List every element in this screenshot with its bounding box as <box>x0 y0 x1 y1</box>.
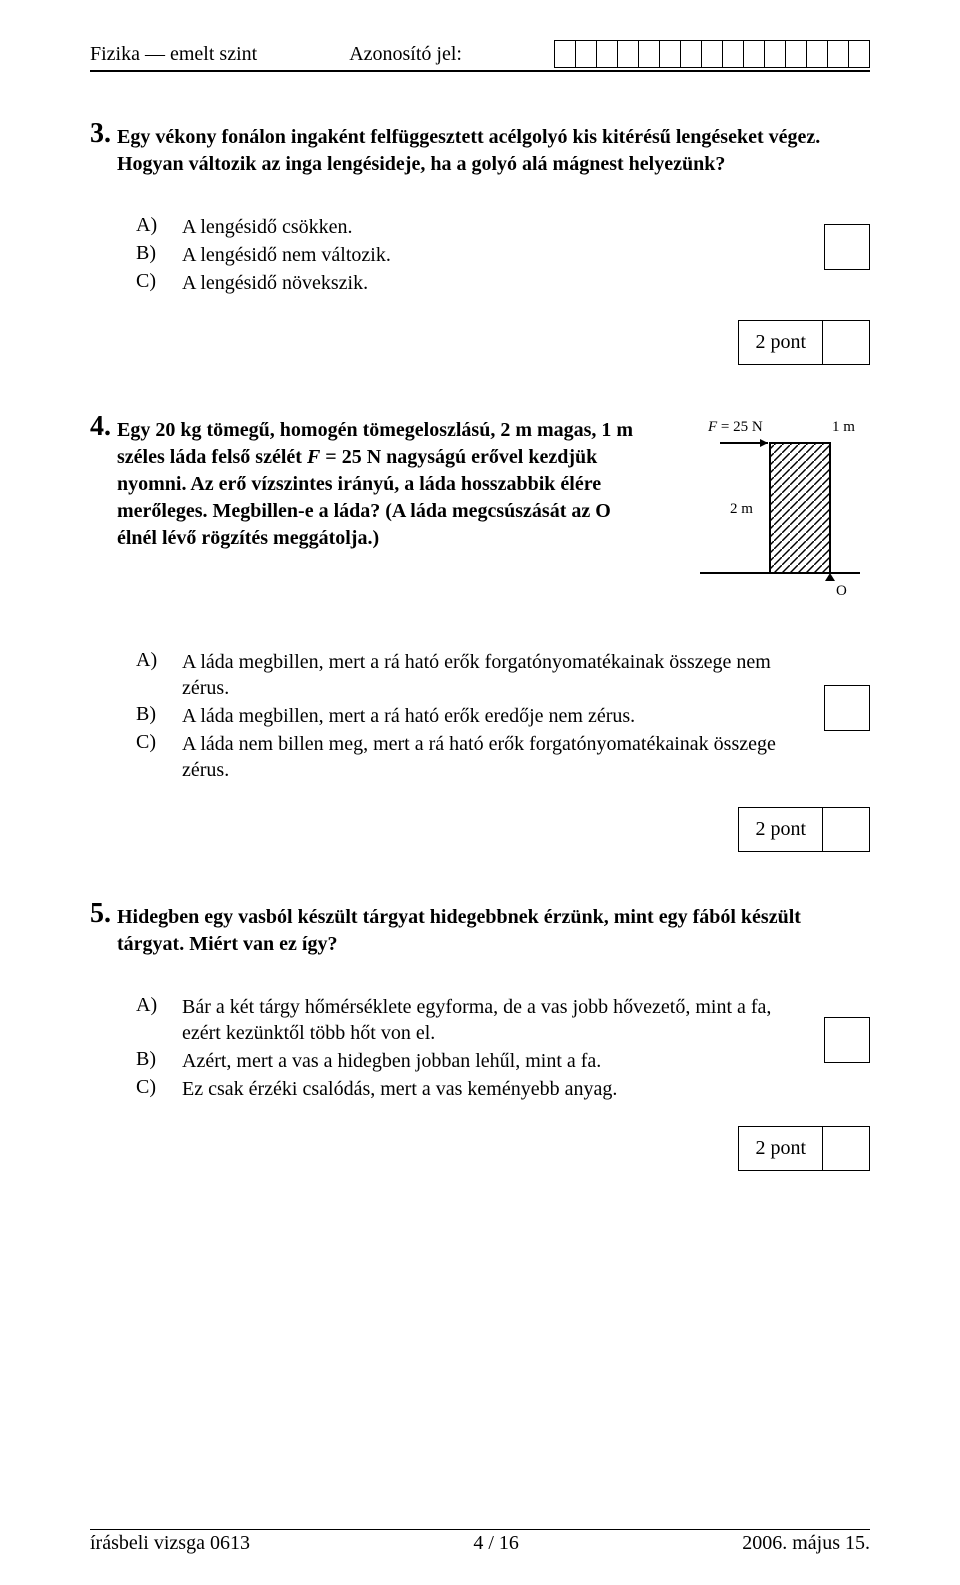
id-box[interactable] <box>638 40 660 68</box>
option-a: A) Bár a két tárgy hőmérséklete egyforma… <box>136 994 806 1046</box>
option-text: A láda megbillen, mert a rá ható erők er… <box>182 703 806 729</box>
header-subject: Fizika — emelt szint <box>90 43 257 66</box>
id-box[interactable] <box>554 40 576 68</box>
option-b: B) A láda megbillen, mert a rá ható erők… <box>136 703 806 729</box>
id-box[interactable] <box>743 40 765 68</box>
option-text: A láda megbillen, mert a rá ható erők fo… <box>182 649 806 701</box>
option-text: A lengésidő nem változik. <box>182 242 806 268</box>
id-box-row <box>554 40 870 68</box>
option-label: C) <box>136 1076 182 1099</box>
option-text: Bár a két tárgy hőmérséklete egyforma, d… <box>182 994 806 1046</box>
svg-text:O: O <box>836 583 847 599</box>
answer-box[interactable] <box>824 1017 870 1063</box>
option-label: B) <box>136 242 182 265</box>
points-row: 2 pont <box>90 1126 870 1171</box>
option-text: Ez csak érzéki csalódás, mert a vas kemé… <box>182 1076 806 1102</box>
id-box[interactable] <box>617 40 639 68</box>
id-box[interactable] <box>785 40 807 68</box>
option-label: B) <box>136 703 182 726</box>
id-box[interactable] <box>659 40 681 68</box>
points-label: 2 pont <box>739 1127 823 1170</box>
option-label: A) <box>136 649 182 672</box>
footer-left: írásbeli vizsga 0613 <box>90 1532 250 1555</box>
id-box[interactable] <box>848 40 870 68</box>
option-c: C) A lengésidő növekszik. <box>136 270 806 296</box>
question-number: 5. <box>90 900 111 928</box>
options-list: A) A láda megbillen, mert a rá ható erők… <box>136 649 806 783</box>
option-text: Azért, mert a vas a hidegben jobban lehű… <box>182 1048 806 1074</box>
question-3: 3. Egy vékony fonálon ingaként felfügges… <box>90 120 870 365</box>
option-text: A láda nem billen meg, mert a rá ható er… <box>182 731 806 783</box>
points-label: 2 pont <box>739 321 823 364</box>
option-text: A lengésidő növekszik. <box>182 270 806 296</box>
points-score-box[interactable] <box>823 1127 869 1170</box>
option-label: C) <box>136 731 182 754</box>
question-4: 4. Egy 20 kg tömegű, homogén tömegeloszl… <box>90 413 870 852</box>
question-text: Hidegben egy vasból készült tárgyat hide… <box>117 900 870 958</box>
id-box[interactable] <box>575 40 597 68</box>
points-row: 2 pont <box>90 320 870 365</box>
points-score-box[interactable] <box>823 808 869 851</box>
answer-box[interactable] <box>824 685 870 731</box>
points-label: 2 pont <box>739 808 823 851</box>
option-label: A) <box>136 994 182 1017</box>
page-header: Fizika — emelt szint Azonosító jel: <box>90 40 870 72</box>
question-5: 5. Hidegben egy vasból készült tárgyat h… <box>90 900 870 1171</box>
id-box[interactable] <box>722 40 744 68</box>
question-text: Egy vékony fonálon ingaként felfüggeszte… <box>117 120 870 178</box>
option-a: A) A lengésidő csökken. <box>136 214 806 240</box>
option-a: A) A láda megbillen, mert a rá ható erők… <box>136 649 806 701</box>
id-box[interactable] <box>701 40 723 68</box>
q4-figure: F = 25 N 1 m 2 m O <box>670 413 870 613</box>
page: Fizika — emelt szint Azonosító jel: 3. E… <box>0 0 960 1585</box>
id-box[interactable] <box>806 40 828 68</box>
answer-box[interactable] <box>824 224 870 270</box>
question-text: Egy 20 kg tömegű, homogén tömegeloszlású… <box>117 413 644 552</box>
points-score-box[interactable] <box>823 321 869 364</box>
option-b: B) Azért, mert a vas a hidegben jobban l… <box>136 1048 806 1074</box>
id-box[interactable] <box>827 40 849 68</box>
svg-text:2 m: 2 m <box>730 501 753 517</box>
option-c: C) Ez csak érzéki csalódás, mert a vas k… <box>136 1076 806 1102</box>
q4-text-italic: F <box>307 446 320 468</box>
id-box[interactable] <box>764 40 786 68</box>
question-number: 3. <box>90 120 111 148</box>
header-id-label: Azonosító jel: <box>257 43 554 66</box>
options-list: A) Bár a két tárgy hőmérséklete egyforma… <box>136 994 806 1102</box>
option-label: A) <box>136 214 182 237</box>
option-b: B) A lengésidő nem változik. <box>136 242 806 268</box>
option-c: C) A láda nem billen meg, mert a rá ható… <box>136 731 806 783</box>
id-box[interactable] <box>680 40 702 68</box>
question-number: 4. <box>90 413 111 441</box>
option-text: A lengésidő csökken. <box>182 214 806 240</box>
footer-center: 4 / 16 <box>473 1532 519 1555</box>
svg-text:1 m: 1 m <box>832 419 855 435</box>
svg-text:F = 25 N: F = 25 N <box>707 419 763 435</box>
option-label: B) <box>136 1048 182 1071</box>
option-label: C) <box>136 270 182 293</box>
id-box[interactable] <box>596 40 618 68</box>
page-footer: írásbeli vizsga 0613 4 / 16 2006. május … <box>90 1529 870 1555</box>
options-list: A) A lengésidő csökken. B) A lengésidő n… <box>136 214 806 296</box>
footer-right: 2006. május 15. <box>742 1532 870 1555</box>
points-row: 2 pont <box>90 807 870 852</box>
